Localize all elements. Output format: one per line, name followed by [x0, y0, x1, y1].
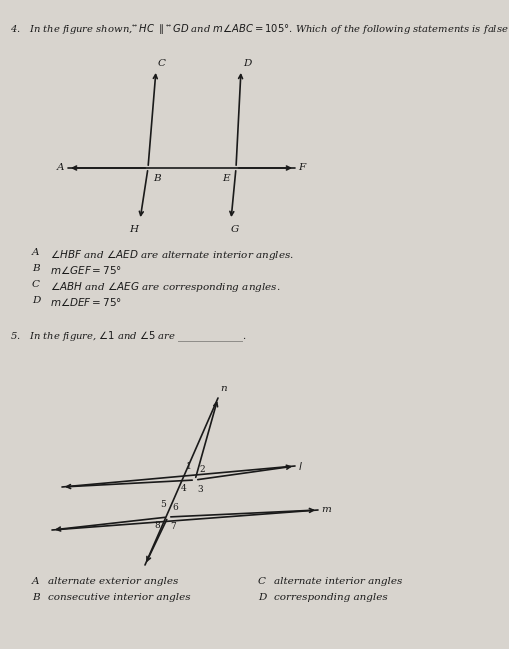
- Text: $m\angle DEF = 75°$: $m\angle DEF = 75°$: [50, 296, 122, 308]
- Text: $\angle HBF$ and $\angle AED$ are alternate interior angles.: $\angle HBF$ and $\angle AED$ are altern…: [50, 248, 294, 262]
- Text: m: m: [321, 506, 331, 515]
- Text: 6: 6: [172, 503, 178, 512]
- Text: $\angle ABH$ and $\angle AEG$ are corresponding angles.: $\angle ABH$ and $\angle AEG$ are corres…: [50, 280, 280, 294]
- Text: B: B: [32, 264, 40, 273]
- Text: $m\angle GEF = 75°$: $m\angle GEF = 75°$: [50, 264, 122, 276]
- Text: alternate exterior angles: alternate exterior angles: [48, 577, 178, 586]
- Text: D: D: [258, 593, 266, 602]
- Text: $l$: $l$: [298, 460, 303, 472]
- Text: 5.   In the figure, $\angle 1$ and $\angle 5$ are _____________.: 5. In the figure, $\angle 1$ and $\angle…: [10, 330, 247, 345]
- Text: C: C: [258, 577, 266, 586]
- Text: alternate interior angles: alternate interior angles: [274, 577, 403, 586]
- Text: E: E: [222, 174, 230, 183]
- Text: B: B: [153, 174, 161, 183]
- Text: 1: 1: [186, 462, 192, 471]
- Text: H: H: [129, 225, 138, 234]
- Text: corresponding angles: corresponding angles: [274, 593, 388, 602]
- Text: 4: 4: [181, 484, 187, 493]
- Text: C: C: [32, 280, 40, 289]
- Text: 7: 7: [170, 522, 176, 531]
- Text: n: n: [220, 384, 227, 393]
- Text: A: A: [32, 577, 40, 586]
- Text: F: F: [298, 162, 305, 171]
- Text: D: D: [32, 296, 40, 305]
- Text: 8: 8: [154, 521, 160, 530]
- Text: A: A: [56, 162, 64, 171]
- Text: D: D: [243, 59, 251, 68]
- Text: B: B: [32, 593, 40, 602]
- Text: 5: 5: [160, 500, 166, 509]
- Text: 3: 3: [197, 485, 203, 494]
- Text: C: C: [158, 59, 166, 68]
- Text: G: G: [231, 225, 239, 234]
- Text: 4.   In the figure shown, $\overleftrightarrow{HC}$ $\parallel$ $\overleftrighta: 4. In the figure shown, $\overleftrighta…: [10, 22, 509, 36]
- Text: consecutive interior angles: consecutive interior angles: [48, 593, 191, 602]
- Text: A: A: [32, 248, 40, 257]
- Text: 2: 2: [199, 465, 205, 474]
